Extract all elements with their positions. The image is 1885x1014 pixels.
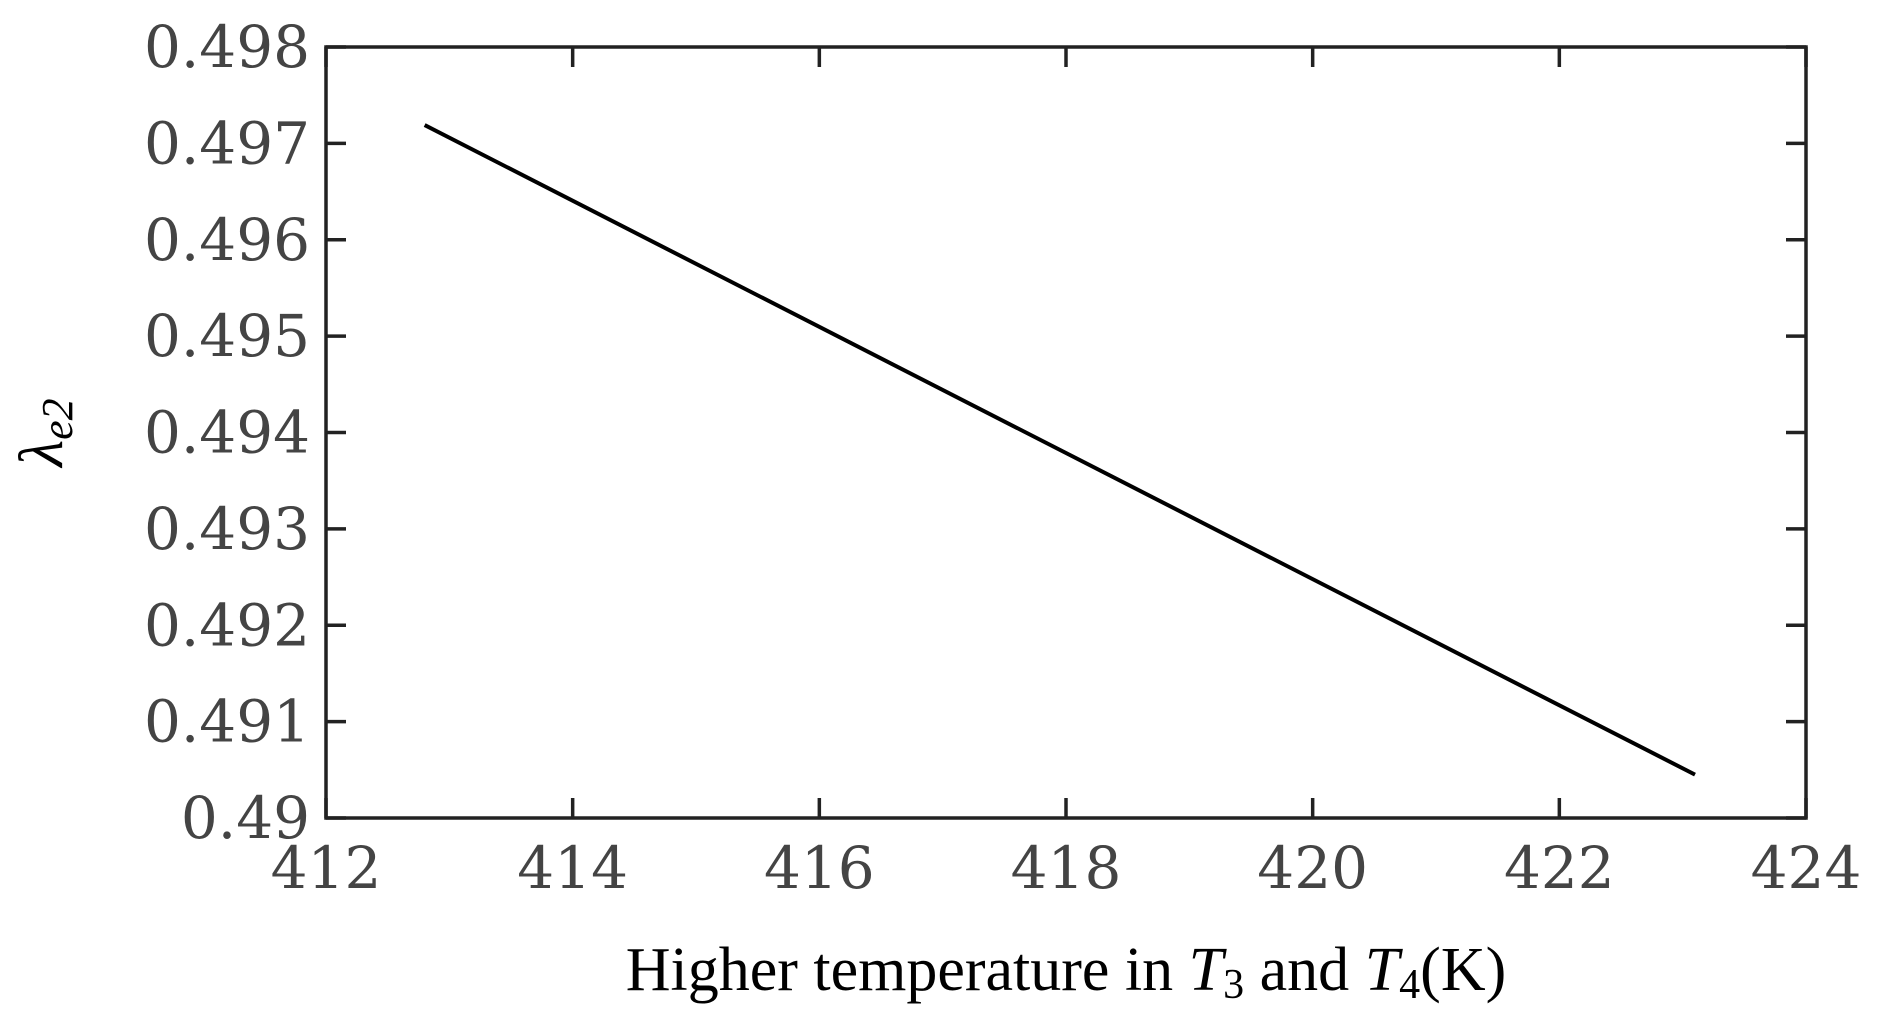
y-axis-title-subscript: e2	[33, 398, 82, 440]
x-tick-label: 414	[517, 834, 628, 902]
x-axis-title-var1: T	[1189, 936, 1228, 1004]
x-axis-title-sub2: 4	[1399, 962, 1420, 1008]
y-tick-label: 0.493	[144, 495, 310, 563]
y-axis-title-symbol: λ	[8, 440, 76, 469]
y-tick-label: 0.49	[181, 784, 310, 852]
series-line	[423, 123, 1696, 777]
y-tick-label: 0.492	[144, 591, 310, 659]
plot-frame	[324, 45, 1808, 820]
x-axis-title-middle: and	[1244, 936, 1365, 1004]
y-tick-label: 0.494	[144, 399, 310, 467]
x-axis-title-prefix: Higher temperature in	[626, 936, 1189, 1004]
x-axis-title-sub1: 3	[1223, 962, 1244, 1008]
x-tick-label: 424	[1751, 834, 1862, 902]
y-tick-label: 0.496	[144, 206, 310, 274]
x-tick-label: 412	[271, 834, 382, 902]
y-tick-label: 0.495	[144, 302, 310, 370]
y-axis-title: λe2	[8, 398, 82, 468]
x-tick-label: 416	[764, 834, 875, 902]
y-tick-label: 0.498	[144, 13, 310, 81]
x-tick-label: 422	[1504, 834, 1615, 902]
x-tick-label: 420	[1257, 834, 1368, 902]
y-tick-label: 0.497	[144, 109, 310, 177]
x-axis-title-suffix: (K)	[1420, 936, 1506, 1004]
x-tick-label: 418	[1011, 834, 1122, 902]
y-tick-label: 0.491	[144, 688, 310, 756]
x-axis-title: Higher temperature in T3 and T4(K)	[626, 936, 1507, 1008]
x-axis-title-var2: T	[1365, 936, 1404, 1004]
